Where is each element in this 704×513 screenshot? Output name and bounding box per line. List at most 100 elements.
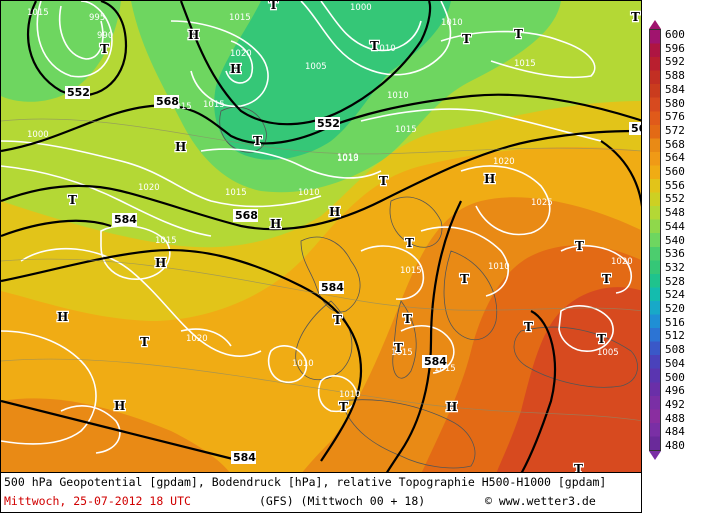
- legend-value: 540: [665, 233, 685, 247]
- geopotential-label: 584: [321, 281, 344, 294]
- geopotential-label: 584: [233, 451, 256, 464]
- legend-value: 488: [665, 411, 685, 425]
- isobar-label: 1010: [292, 359, 314, 369]
- legend-value: 560: [665, 165, 685, 178]
- isobar-label: 1020: [186, 334, 208, 344]
- low-pressure-marker: T: [339, 400, 348, 414]
- legend-color-bar: [649, 29, 661, 451]
- isobar-label: 1010: [374, 44, 396, 54]
- low-pressure-marker: T: [370, 39, 379, 53]
- legend-value: 532: [665, 260, 685, 274]
- legend-value: 492: [665, 397, 685, 411]
- geopotential-label-bg: [315, 117, 340, 130]
- isobar-label: 1005: [305, 62, 327, 72]
- low-pressure-marker: T: [460, 272, 469, 286]
- high-pressure-marker: H: [188, 28, 199, 42]
- footer-date: Mittwoch, 25-07-2012 18 UTC: [4, 494, 191, 508]
- legend-value: 528: [665, 274, 685, 288]
- isobar-label: 1010: [441, 18, 463, 28]
- legend-value: 564: [665, 151, 685, 165]
- isobar-label: 1010: [387, 91, 409, 101]
- geopotential-label: 552: [317, 117, 340, 130]
- map-labels: 1015 995 990 1015 1020 1000 1010 1010 1005 1015 10…: [27, 1, 642, 473]
- isobar-label: 1015: [170, 102, 192, 112]
- legend-value: 592: [665, 55, 685, 69]
- low-pressure-marker: T: [631, 10, 640, 24]
- legend-bottom-arrow: [649, 451, 661, 460]
- geopotential-label: 568: [631, 122, 642, 135]
- isobar-label: 995: [89, 13, 105, 23]
- geopotential-label-bg: [231, 451, 256, 464]
- legend-value: 596: [665, 41, 685, 55]
- legend-value: 572: [665, 123, 685, 137]
- geopotential-label: 584: [114, 213, 137, 226]
- isobar-label: 1000: [350, 3, 372, 13]
- weather-map: 1015 995 990 1015 1020 1000 1010 1010 1005 1015 10…: [0, 0, 642, 473]
- thickness-contours: [1, 118, 641, 422]
- isobars: [1, 1, 632, 454]
- high-pressure-marker: H: [270, 217, 281, 231]
- isobar-label: 1015: [514, 59, 536, 69]
- legend-value: 500: [665, 370, 685, 384]
- coastlines: [219, 106, 638, 469]
- legend-labels: 600 596 592 588 584 580 576 572 568 564 560 556 552 5…: [665, 29, 704, 451]
- low-pressure-marker: T: [269, 1, 278, 12]
- isobar-label: 1015: [391, 348, 413, 358]
- isobar-label: 990: [97, 31, 113, 41]
- shading-red-band: [496, 287, 641, 472]
- low-pressure-marker: T: [379, 174, 388, 188]
- high-pressure-marker: H: [446, 400, 457, 414]
- geopotential-label-bg: [233, 209, 258, 222]
- legend-value: 504: [665, 356, 685, 370]
- footer-model-run: (GFS) (Mittwoch 00 + 18): [259, 494, 426, 508]
- isobar-label: 1015: [229, 13, 251, 23]
- isobar-label: 1010: [488, 262, 510, 272]
- low-pressure-marker: T: [524, 320, 533, 334]
- footer-description: 500 hPa Geopotential [gpdam], Bodendruck…: [4, 475, 607, 489]
- isobar-label: 1015: [225, 188, 247, 198]
- shading-southwest-orange: [1, 398, 230, 472]
- geopotential-label-bg: [154, 95, 179, 108]
- legend-value: 512: [665, 329, 685, 343]
- legend-value: 588: [665, 69, 685, 83]
- low-pressure-marker: T: [253, 134, 262, 148]
- legend-value: 536: [665, 247, 685, 261]
- low-pressure-marker: T: [575, 239, 584, 253]
- isobar-label: 1020: [493, 157, 515, 167]
- low-pressure-marker: T: [333, 313, 342, 327]
- geopotential-label-bg: [65, 86, 90, 99]
- legend-value: 480: [665, 439, 685, 452]
- low-pressure-marker: T: [140, 335, 149, 349]
- legend-top-arrow: [649, 20, 661, 29]
- geopotential-label: 584: [424, 355, 447, 368]
- legend-value: 600: [665, 28, 685, 41]
- legend-value: 544: [665, 219, 685, 233]
- isobar-label: 1020: [230, 49, 252, 59]
- low-pressure-marker: T: [394, 341, 403, 355]
- isobar-label: 1013: [337, 154, 359, 164]
- legend-value: 524: [665, 288, 685, 302]
- isobar-label: 1015: [203, 100, 225, 110]
- color-legend: 600 596 592 588 584 580 576 572 568 564 560 556 552 5…: [645, 20, 704, 460]
- isobar-label: 1015: [27, 8, 49, 18]
- geopotential-label-bg: [112, 213, 137, 226]
- geopotential-label-bg: [319, 281, 344, 294]
- legend-value: 580: [665, 96, 685, 110]
- legend-value: 568: [665, 137, 685, 151]
- legend-value: 520: [665, 302, 685, 315]
- geopotential-label-bg: [422, 355, 447, 368]
- isobar-label: 1010: [337, 153, 359, 163]
- legend-value: 484: [665, 425, 685, 439]
- low-pressure-marker: T: [574, 462, 583, 473]
- high-pressure-marker: H: [230, 62, 241, 76]
- legend-value: 576: [665, 110, 685, 124]
- legend-value: 556: [665, 178, 685, 192]
- isobar-label: 1020: [611, 257, 633, 267]
- low-pressure-marker: T: [403, 312, 412, 326]
- legend-value: 584: [665, 82, 685, 96]
- shading-green-band-west: [1, 1, 121, 102]
- low-pressure-marker: T: [405, 236, 414, 250]
- isobar-label: 1000: [27, 130, 49, 140]
- geopotential-contours: [1, 1, 641, 472]
- high-pressure-marker: H: [175, 140, 186, 154]
